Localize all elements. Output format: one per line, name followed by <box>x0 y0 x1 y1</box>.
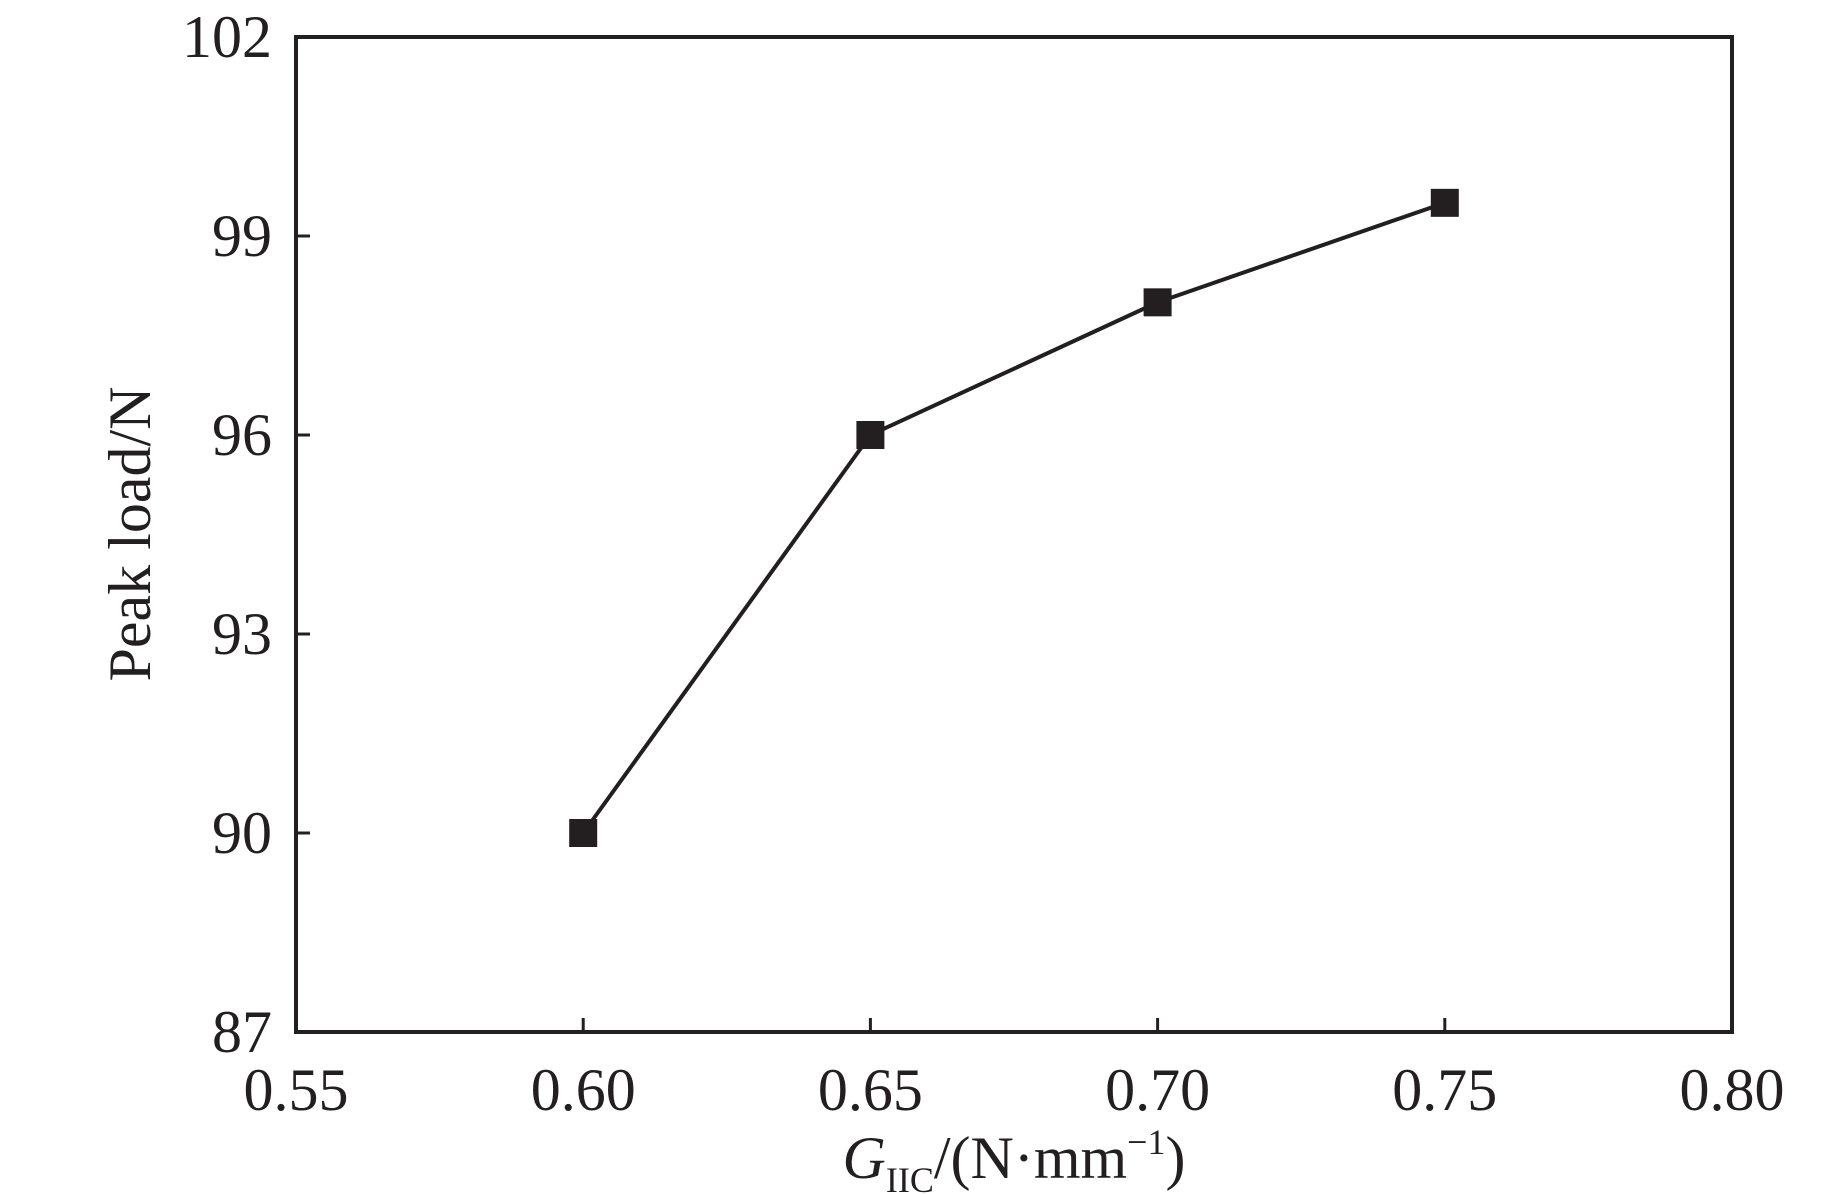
x-axis-unit-suffix: ) <box>1165 1125 1185 1191</box>
data-point-marker <box>856 421 885 449</box>
x-axis-superscript: −1 <box>1127 1122 1165 1162</box>
x-tick-label: 0.75 <box>1392 1057 1497 1123</box>
y-tick-label: 87 <box>212 999 272 1065</box>
y-tick-label: 96 <box>212 402 272 468</box>
x-axis-ticks: 0.55 0.60 0.65 0.70 0.75 0.80 <box>244 1018 1785 1123</box>
y-axis-title: Peak load/N <box>97 387 163 682</box>
x-tick-label: 0.55 <box>244 1057 349 1123</box>
y-axis-ticks: 87 90 93 96 99 102 <box>182 4 310 1065</box>
x-tick-label: 0.70 <box>1105 1057 1210 1123</box>
x-axis-subscript: IIC <box>886 1160 934 1195</box>
data-point-marker <box>1430 188 1459 217</box>
series-line <box>581 200 1446 835</box>
data-point-marker <box>569 819 598 847</box>
data-point-marker <box>1143 288 1172 317</box>
x-axis-title: GIIC/(N·mm−1) <box>843 1122 1186 1195</box>
y-tick-label: 102 <box>182 4 272 70</box>
x-tick-label: 0.65 <box>818 1057 923 1123</box>
x-axis-unit-prefix: /(N·mm <box>934 1125 1127 1191</box>
y-tick-label: 90 <box>212 800 272 866</box>
x-tick-label: 0.80 <box>1680 1057 1785 1123</box>
series-layer <box>569 188 1459 847</box>
x-axis-symbol: G <box>843 1125 886 1191</box>
y-tick-label: 99 <box>212 203 272 269</box>
x-tick-label: 0.60 <box>531 1057 636 1123</box>
plot-frame <box>294 35 1734 1034</box>
plot-area: 0.55 0.60 0.65 0.70 0.75 0.80 87 90 93 96 99 102 <box>182 4 1785 1123</box>
y-tick-label: 93 <box>212 601 272 667</box>
